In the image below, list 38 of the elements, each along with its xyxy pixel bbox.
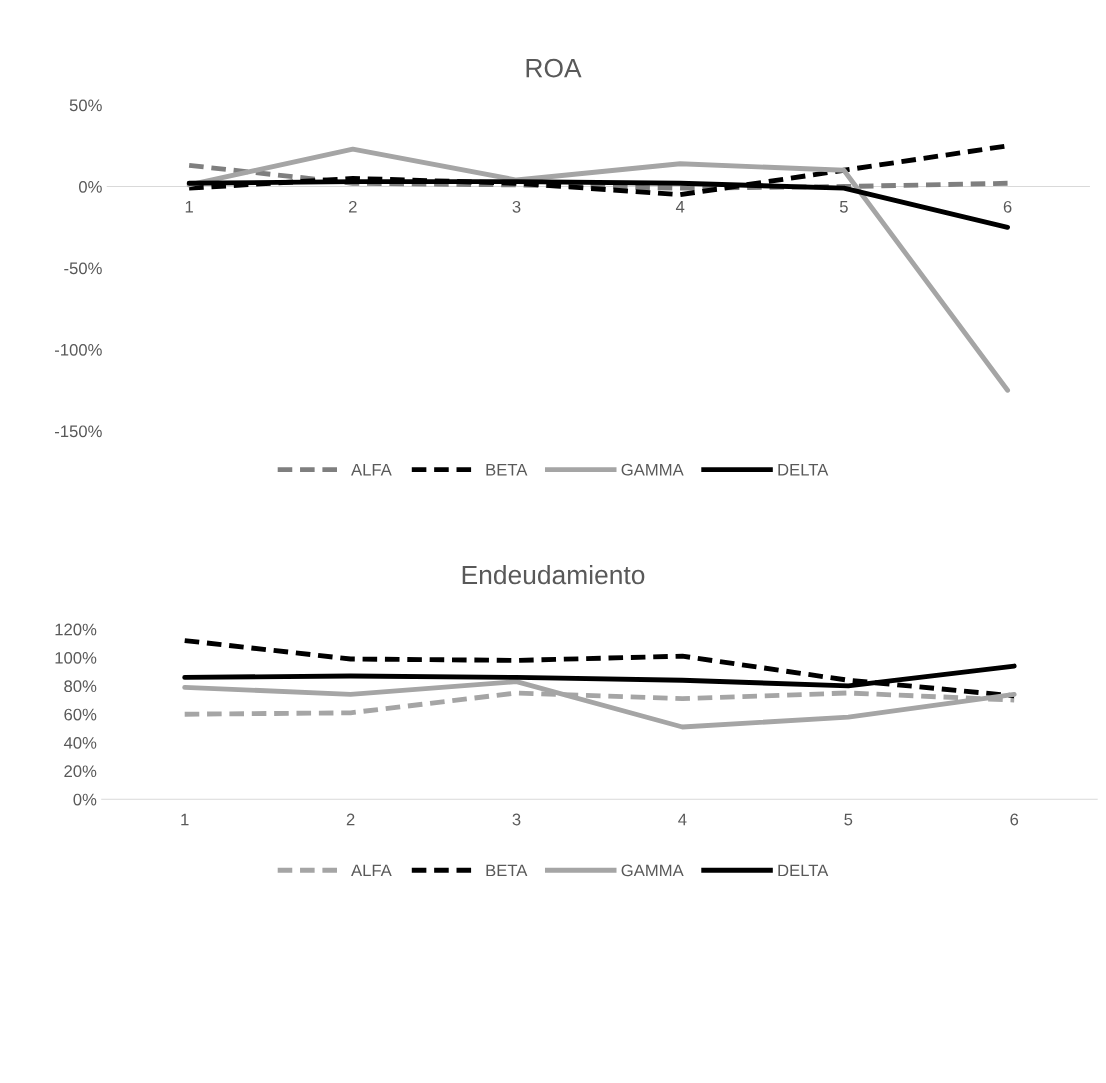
y-tick-label: 60%	[64, 708, 97, 721]
x-tick-label: 2	[346, 813, 355, 826]
legend-label: DELTA	[778, 864, 829, 877]
line-series	[186, 146, 1010, 393]
y-tick-label: 20%	[64, 765, 97, 778]
y-tick-label: 50%	[69, 99, 102, 112]
x-tick-label: 4	[675, 201, 685, 213]
legend-label: BETA	[486, 463, 528, 476]
chart-title: ROA	[526, 58, 582, 78]
y-tick-label: -150%	[54, 425, 102, 438]
legend-label: GAMMA	[621, 463, 684, 476]
legend-label: BETA	[486, 864, 528, 877]
chart-title: Endeudamiento	[462, 564, 645, 585]
line-series	[186, 162, 1010, 191]
legend-label: GAMMA	[621, 864, 684, 877]
y-tick-label: -50%	[64, 262, 102, 275]
x-tick-label: 6	[1010, 813, 1019, 826]
line-series	[182, 679, 1017, 730]
x-tick-label: 3	[512, 813, 521, 826]
y-tick-label: -100%	[54, 343, 102, 356]
x-tick-label: 1	[185, 201, 193, 213]
y-tick-label: 0%	[73, 793, 97, 806]
y-tick-label: 40%	[63, 736, 97, 749]
legend-label: DELTA	[778, 463, 829, 476]
legend-label: ALFA	[351, 864, 392, 877]
y-tick-label: 80%	[64, 680, 97, 693]
x-tick-label: 3	[512, 200, 521, 213]
line-series	[182, 638, 1017, 699]
x-tick-label: 4	[678, 813, 687, 826]
x-tick-label: 5	[844, 813, 853, 826]
y-tick-label: 100%	[55, 651, 97, 664]
x-tick-label: 2	[349, 200, 357, 213]
y-tick-label: 120%	[55, 623, 97, 636]
x-tick-label: 5	[839, 201, 848, 213]
legend-label: ALFA	[351, 463, 392, 476]
y-tick-label: 0%	[78, 180, 102, 193]
x-tick-label: 6	[1003, 200, 1012, 213]
x-tick-label: 1	[181, 813, 189, 826]
